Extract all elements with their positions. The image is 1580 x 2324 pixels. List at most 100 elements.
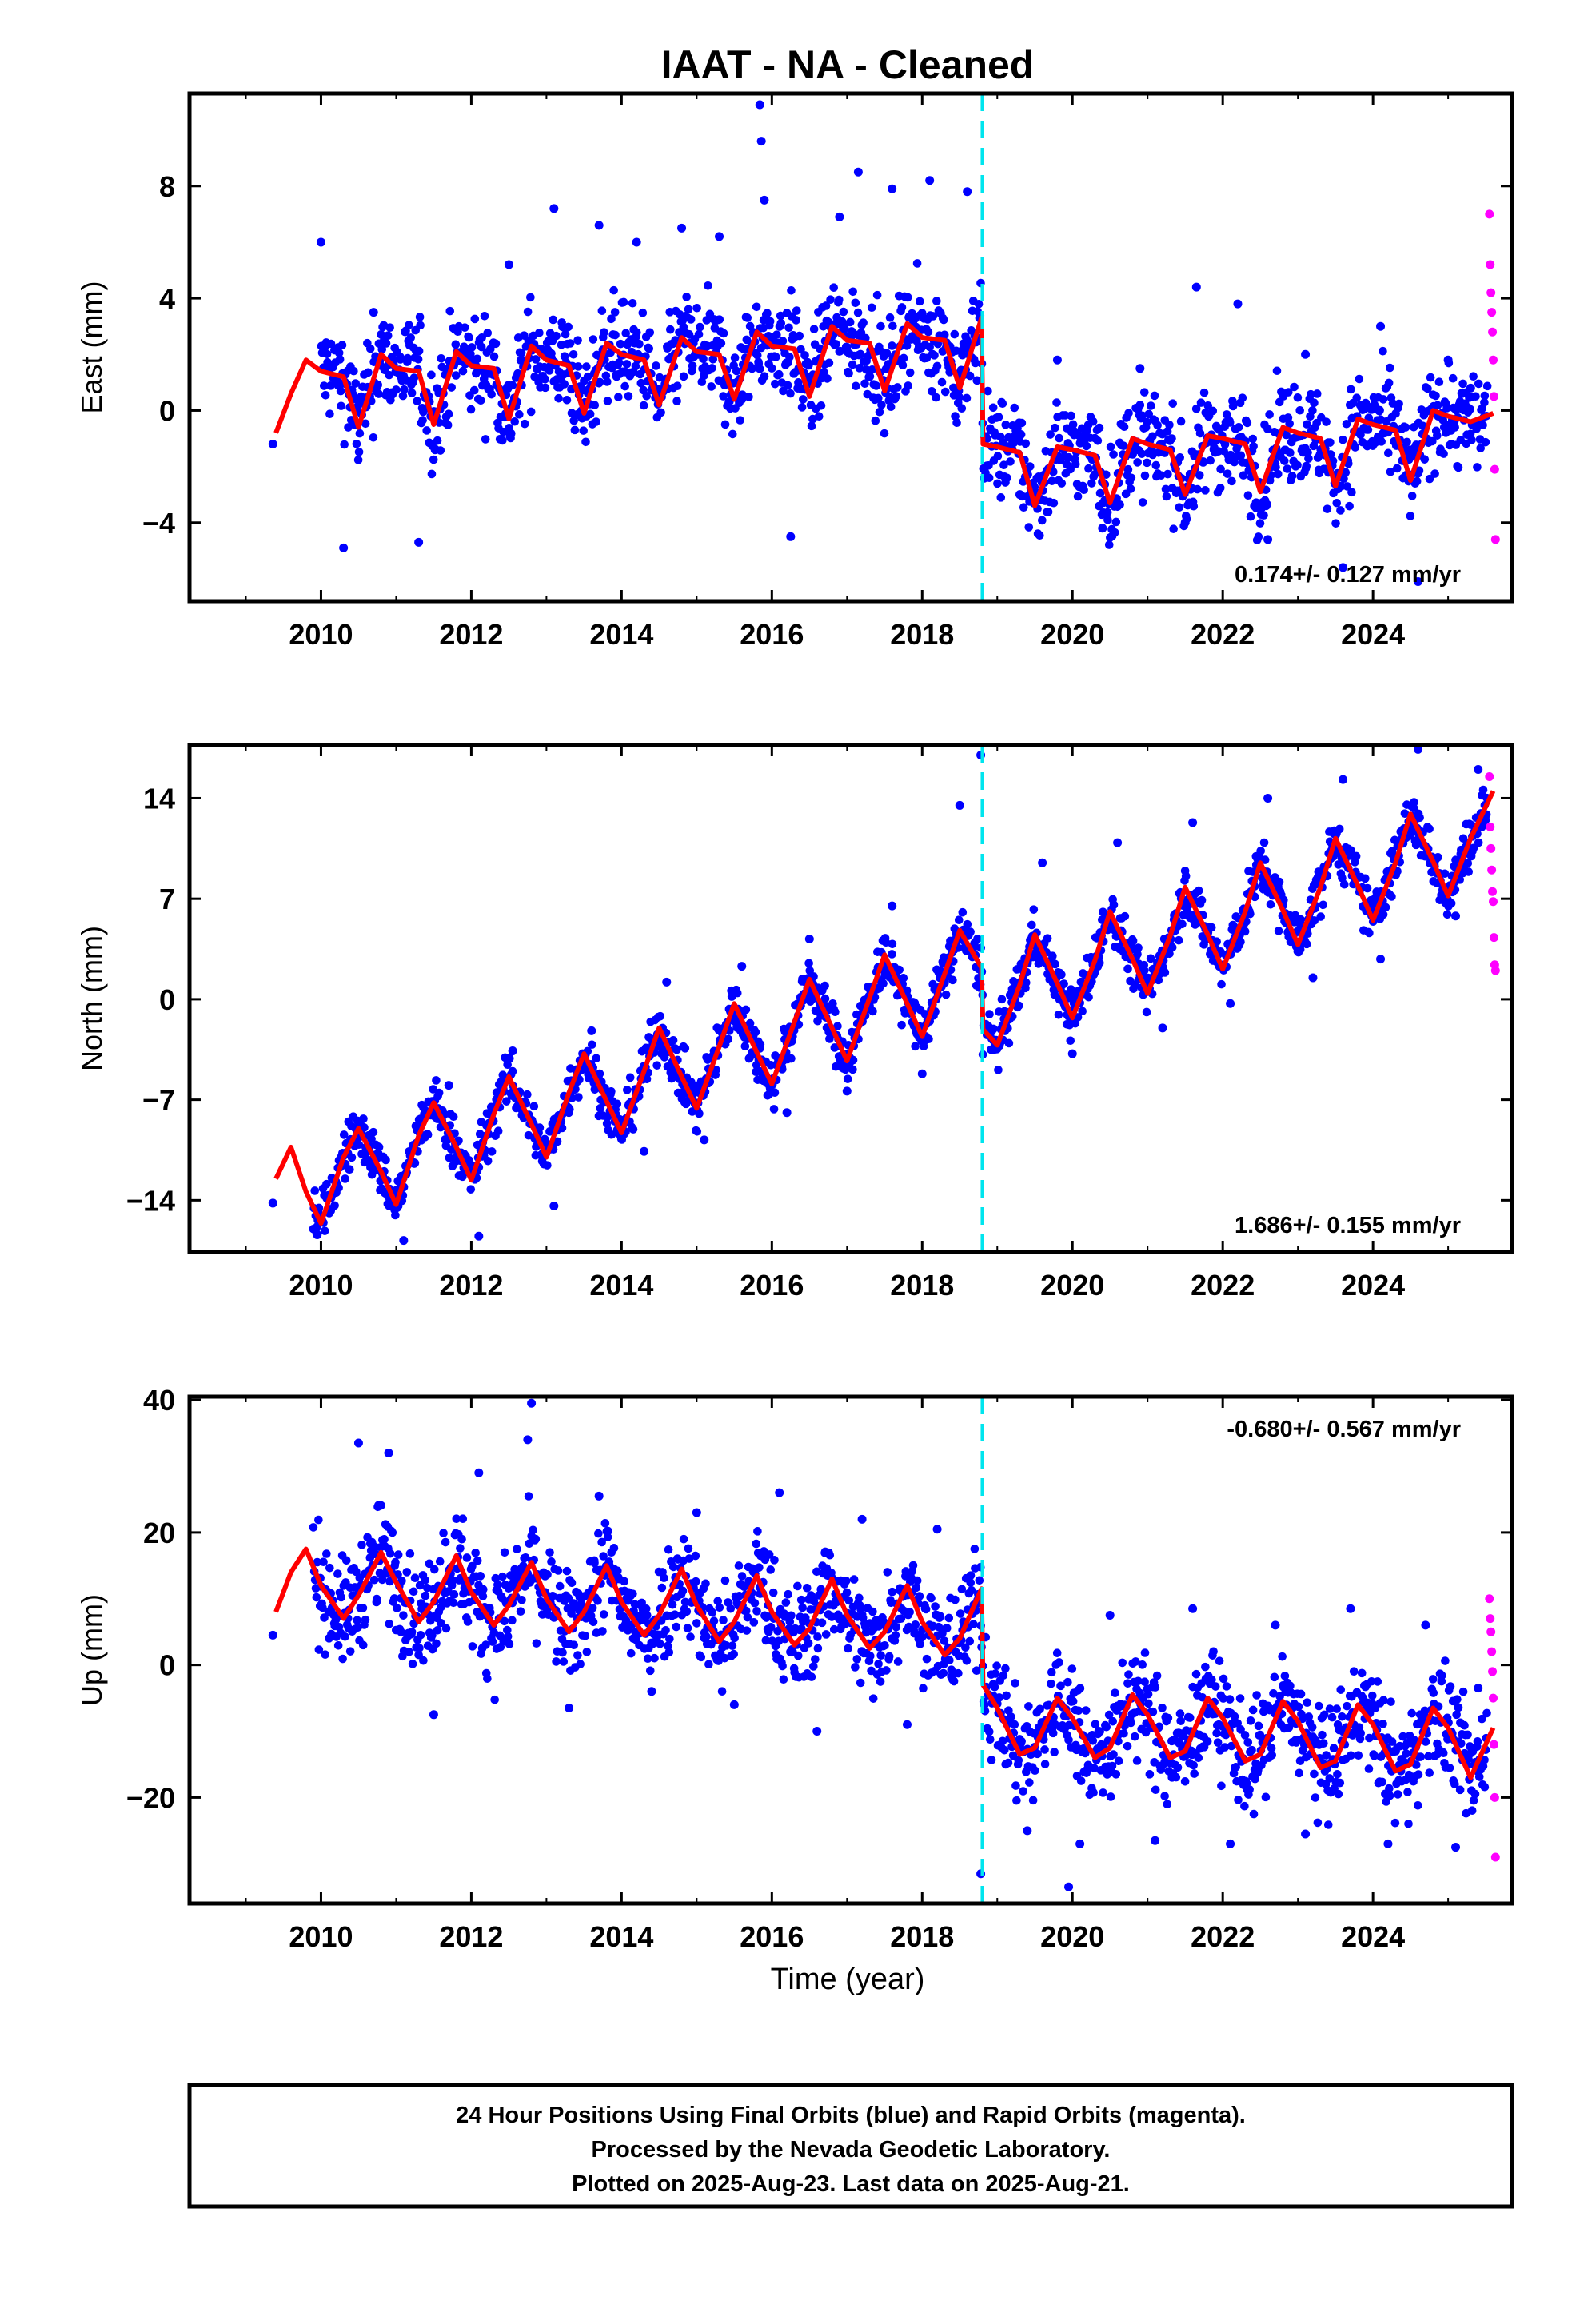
final-orbit-point bbox=[965, 1637, 974, 1646]
final-orbit-point bbox=[338, 341, 347, 349]
final-orbit-point bbox=[707, 382, 716, 391]
final-orbit-point bbox=[770, 1105, 779, 1114]
final-orbit-point bbox=[563, 396, 572, 405]
final-orbit-point bbox=[375, 1143, 384, 1152]
final-orbit-point bbox=[913, 259, 922, 268]
rapid-orbit-point bbox=[1489, 356, 1498, 365]
final-orbit-point bbox=[357, 1541, 366, 1549]
final-orbit-point bbox=[530, 1102, 539, 1111]
final-orbit-point bbox=[1223, 469, 1232, 478]
final-orbit-point bbox=[994, 1066, 1003, 1074]
final-orbit-point bbox=[1323, 504, 1332, 513]
final-orbit-point bbox=[697, 1653, 706, 1662]
final-orbit-point bbox=[1200, 389, 1209, 397]
final-orbit-point bbox=[766, 317, 775, 326]
final-orbit-point bbox=[704, 281, 712, 290]
final-orbit-point bbox=[1011, 1720, 1019, 1729]
rapid-orbit-point bbox=[1490, 933, 1498, 942]
final-orbit-point bbox=[813, 1632, 822, 1641]
final-orbit-point bbox=[374, 389, 383, 398]
final-orbit-point bbox=[848, 1066, 857, 1074]
final-orbit-point bbox=[1474, 380, 1483, 389]
final-orbit-point bbox=[882, 1666, 891, 1675]
y-tick-label: 0 bbox=[159, 983, 175, 1016]
final-orbit-point bbox=[900, 974, 908, 983]
final-orbit-point bbox=[1290, 383, 1299, 392]
final-orbit-point bbox=[1153, 1672, 1162, 1680]
final-orbit-point bbox=[1007, 1712, 1015, 1721]
x-tick-label: 2012 bbox=[439, 618, 503, 651]
outlier-point bbox=[783, 1108, 792, 1117]
final-orbit-point bbox=[471, 1549, 480, 1557]
final-orbit-point bbox=[803, 1584, 812, 1593]
outlier-point bbox=[843, 1086, 852, 1095]
final-orbit-point bbox=[664, 1545, 673, 1554]
final-orbit-point bbox=[541, 375, 549, 384]
rapid-orbit-point bbox=[1487, 866, 1496, 875]
final-orbit-point bbox=[1236, 938, 1245, 947]
outlier-point bbox=[677, 224, 686, 233]
final-orbit-point bbox=[991, 1669, 1000, 1678]
final-orbit-point bbox=[1031, 1766, 1039, 1775]
x-tick-label: 2010 bbox=[289, 618, 353, 651]
final-orbit-point bbox=[1479, 786, 1488, 795]
final-orbit-point bbox=[1195, 1753, 1203, 1762]
final-orbit-point bbox=[955, 393, 964, 401]
final-orbit-point bbox=[490, 1696, 499, 1704]
final-orbit-point bbox=[683, 1608, 692, 1616]
final-orbit-point bbox=[487, 390, 496, 399]
final-orbit-point bbox=[898, 303, 907, 312]
final-orbit-point bbox=[1275, 878, 1284, 887]
outlier-point bbox=[1159, 1023, 1167, 1032]
final-orbit-point bbox=[1158, 1704, 1167, 1712]
final-orbit-point bbox=[1095, 424, 1104, 433]
final-orbit-point bbox=[752, 1540, 760, 1549]
final-orbit-point bbox=[717, 339, 726, 348]
final-orbit-point bbox=[1216, 484, 1225, 492]
final-orbit-point bbox=[1181, 1777, 1190, 1786]
final-orbit-point bbox=[626, 1074, 635, 1082]
final-orbit-point bbox=[652, 1061, 661, 1070]
final-orbit-point bbox=[1077, 1776, 1086, 1785]
final-orbit-point bbox=[1217, 980, 1226, 989]
final-orbit-point bbox=[594, 1529, 603, 1538]
final-orbit-point bbox=[699, 355, 708, 364]
final-orbit-point bbox=[1066, 1036, 1075, 1045]
final-orbit-point bbox=[1109, 450, 1118, 459]
final-orbit-point bbox=[897, 1021, 906, 1030]
rapid-orbit-point bbox=[1491, 966, 1500, 975]
rapid-orbit-point bbox=[1485, 209, 1494, 218]
final-orbit-point bbox=[1163, 492, 1171, 501]
outlier-point bbox=[313, 1230, 321, 1239]
final-orbit-point bbox=[1402, 423, 1410, 432]
final-orbit-point bbox=[787, 286, 796, 295]
final-orbit-point bbox=[755, 1563, 764, 1572]
final-orbit-point bbox=[811, 1655, 820, 1664]
final-orbit-point bbox=[866, 1652, 875, 1660]
chart-title: IAAT - NA - Cleaned bbox=[661, 42, 1035, 87]
final-orbit-point bbox=[1361, 875, 1370, 883]
final-orbit-point bbox=[527, 408, 536, 417]
final-orbit-point bbox=[1175, 936, 1183, 945]
final-orbit-point bbox=[1050, 499, 1059, 508]
final-orbit-point bbox=[1259, 511, 1268, 520]
final-orbit-point bbox=[868, 1007, 877, 1016]
final-orbit-point bbox=[1064, 1736, 1073, 1744]
final-orbit-point bbox=[692, 1577, 700, 1586]
final-orbit-point bbox=[353, 440, 361, 448]
final-orbit-point bbox=[614, 393, 623, 401]
final-orbit-point bbox=[427, 371, 436, 380]
final-orbit-point bbox=[1239, 393, 1247, 402]
final-orbit-point bbox=[931, 1602, 940, 1611]
final-orbit-point bbox=[449, 1599, 458, 1608]
final-orbit-point bbox=[888, 322, 897, 331]
final-orbit-point bbox=[822, 1630, 831, 1639]
final-orbit-point bbox=[411, 1573, 420, 1582]
final-orbit-point bbox=[844, 1074, 852, 1083]
final-orbit-point bbox=[337, 387, 345, 396]
final-orbit-point bbox=[574, 362, 583, 371]
final-orbit-point bbox=[405, 321, 413, 329]
final-orbit-point bbox=[668, 1600, 677, 1609]
final-orbit-point bbox=[835, 296, 844, 305]
final-orbit-point bbox=[598, 1627, 607, 1636]
